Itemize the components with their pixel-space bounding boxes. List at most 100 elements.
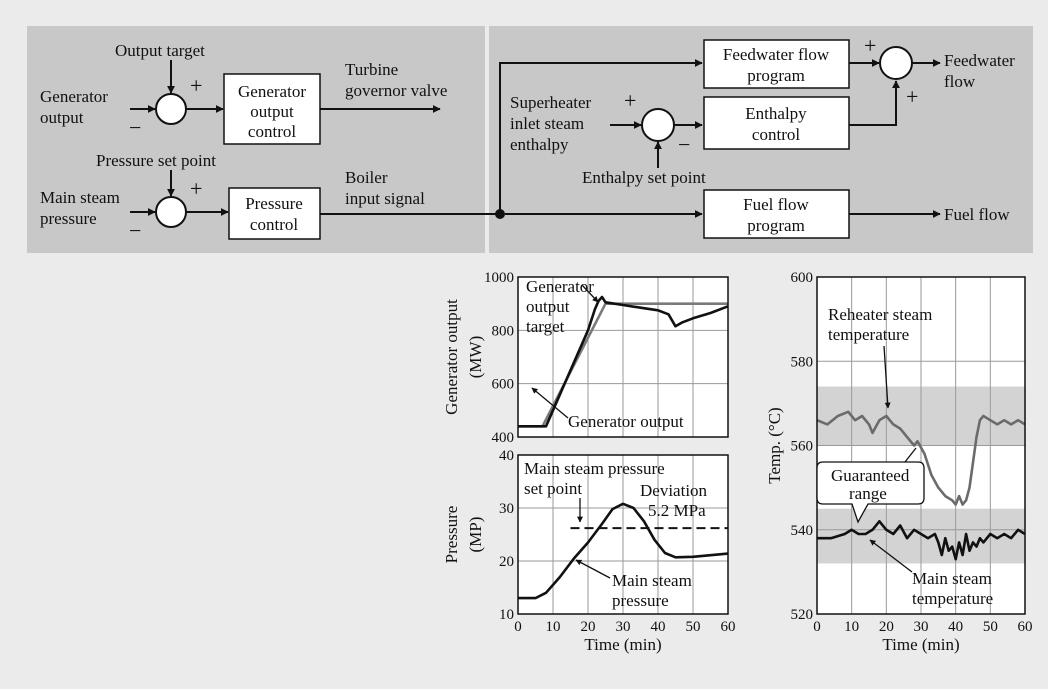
deviation-annotation-2: 5.2 MPa xyxy=(648,501,706,520)
feedwater-flow-program-text-1: Feedwater flow xyxy=(723,45,830,64)
y-tick-label: 580 xyxy=(791,354,814,370)
turbine-governor-label-1: Turbine xyxy=(345,60,398,79)
x-tick-label: 0 xyxy=(813,619,821,635)
main-steam-pressure-label-2: pressure xyxy=(40,209,97,228)
x-tick-label: 10 xyxy=(844,619,859,635)
y-tick-label: 10 xyxy=(499,607,514,623)
plus-sign-feedwater-bottom: + xyxy=(906,84,918,109)
x-tick-label: 40 xyxy=(651,619,666,635)
x-tick-label: 40 xyxy=(948,619,963,635)
y-tick-label: 520 xyxy=(791,607,814,623)
minus-sign-enthalpy: − xyxy=(678,132,690,157)
guaranteed-range-callout xyxy=(816,461,925,524)
generator-output-control-text-3: control xyxy=(248,122,296,141)
plot-frame xyxy=(517,276,729,438)
summing-junction-enthalpy xyxy=(641,108,675,142)
enthalpy-set-point-label: Enthalpy set point xyxy=(582,168,706,187)
gen-target-annotation-1: Generator xyxy=(526,277,594,296)
y-axis-label: Generator output xyxy=(442,299,461,415)
x-tick-label: 0 xyxy=(514,619,522,635)
y-tick-label: 540 xyxy=(791,523,814,539)
reheater-pointer xyxy=(883,345,891,409)
pressure-annotation-2: pressure xyxy=(612,591,669,610)
main-temp-annotation-1: Main steam xyxy=(912,569,992,588)
setpoint-annotation-2: set point xyxy=(524,479,582,498)
gen-output-annotation: Generator output xyxy=(568,412,684,431)
x-tick-label: 60 xyxy=(721,619,736,635)
x-tick-label: 20 xyxy=(879,619,894,635)
enthalpy-control-box xyxy=(703,96,850,150)
pressure-annotation-1: Main steam xyxy=(612,571,692,590)
gen-target-annotation-3: target xyxy=(526,317,565,336)
guaranteed-annotation-2: range xyxy=(849,484,887,503)
main-temp-pointer xyxy=(869,539,913,573)
y-axis-label: (MW) xyxy=(466,336,485,378)
x-tick-label: 10 xyxy=(546,619,561,635)
superheater-label-1: Superheater xyxy=(510,93,592,112)
fuel-flow-program-text-2: program xyxy=(747,216,805,235)
x-tick-label: 30 xyxy=(616,619,631,635)
series-line xyxy=(518,295,729,428)
feedwater-flow-program-text-2: program xyxy=(747,66,805,85)
boiler-input-label-2: input signal xyxy=(345,189,425,208)
setpoint-annotation-1: Main steam pressure xyxy=(524,459,665,478)
chart-3: 520 540 560 580 600 0 10 20 30 40 50 60 Time (min) Te… xyxy=(765,270,1033,654)
plot-frame xyxy=(816,276,1026,615)
y-tick-label: 20 xyxy=(499,554,514,570)
feedwater-flow-label-2: flow xyxy=(944,72,976,91)
pressure-set-point-label: Pressure set point xyxy=(96,151,216,170)
pressure-pointer xyxy=(575,559,611,579)
reheater-annotation-2: temperature xyxy=(828,325,909,344)
series-line xyxy=(817,519,1026,561)
guaranteed-annotation-1: Guaranteed xyxy=(831,466,910,485)
boiler-input-label-1: Boiler xyxy=(345,168,388,187)
generator-output-control-text-1: Generator xyxy=(238,82,306,101)
minus-sign-pressure: − xyxy=(129,218,141,243)
fuel-flow-program-box xyxy=(703,189,850,239)
main-steam-pressure-label-1: Main steam xyxy=(40,188,120,207)
x-axis-label: Time (min) xyxy=(584,635,661,654)
x-tick-label: 50 xyxy=(686,619,701,635)
x-tick-label: 60 xyxy=(1018,619,1033,635)
output-target-label: Output target xyxy=(115,41,205,60)
fuel-flow-program-text-1: Fuel flow xyxy=(743,195,809,214)
pressure-control-box xyxy=(228,187,321,240)
plot-frame xyxy=(517,454,729,615)
gen-output-pointer xyxy=(531,387,569,419)
guaranteed-range-pointer xyxy=(904,447,917,463)
gen-target-pointer xyxy=(581,284,599,303)
enthalpy-to-feedwater-junction xyxy=(849,80,900,126)
reheater-annotation-1: Reheater steam xyxy=(828,305,932,324)
y-tick-label: 30 xyxy=(499,501,514,517)
fuel-flow-label: Fuel flow xyxy=(944,205,1010,224)
plus-sign-generator: + xyxy=(190,73,202,98)
y-tick-label: 600 xyxy=(791,270,814,286)
plus-sign-enthalpy: + xyxy=(624,88,636,113)
superheater-label-2: inlet steam xyxy=(510,114,584,133)
deviation-annotation-1: Deviation xyxy=(640,481,708,500)
y-tick-label: 800 xyxy=(492,323,515,339)
y-tick-label: 1000 xyxy=(484,270,514,286)
x-tick-label: 20 xyxy=(581,619,596,635)
x-axis-label: Time (min) xyxy=(882,635,959,654)
y-axis-label: (MP) xyxy=(466,517,485,553)
main-temp-annotation-2: temperature xyxy=(912,589,993,608)
series-line xyxy=(816,410,1026,506)
y-axis-label: Temp. (°C) xyxy=(765,407,784,483)
generator-output-label-1: Generator xyxy=(40,87,108,106)
enthalpy-control-text-2: control xyxy=(752,125,800,144)
x-tick-label: 30 xyxy=(914,619,929,635)
y-tick-label: 400 xyxy=(492,430,515,446)
pressure-control-text-2: control xyxy=(250,215,298,234)
minus-sign-generator: − xyxy=(129,115,141,140)
branch-to-feedwater-program xyxy=(499,59,703,214)
y-tick-label: 560 xyxy=(791,439,814,455)
chart-1: 400 600 800 1000 Generator output (MW) xyxy=(442,270,729,446)
turbine-governor-label-2: governor valve xyxy=(345,81,447,100)
generator-output-label-2: output xyxy=(40,108,84,127)
pressure-control-text-1: Pressure xyxy=(245,194,303,213)
summing-junction-feedwater xyxy=(879,46,913,80)
